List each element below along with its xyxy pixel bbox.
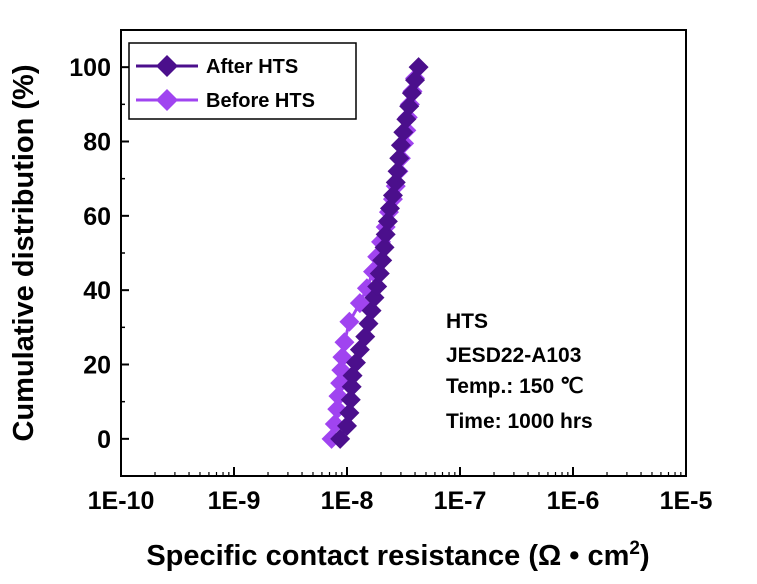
data-point: [390, 135, 411, 156]
legend-label: Before HTS: [206, 90, 315, 112]
y-tick-label: 0: [97, 426, 111, 454]
x-tick-label: 1E-8: [321, 487, 374, 515]
series-after-hts: [330, 57, 429, 449]
x-axis-title-main: Specific contact resistance (Ω • cm: [146, 540, 629, 572]
y-tick-label: 40: [83, 277, 111, 305]
x-tick-label: 1E-10: [88, 487, 155, 515]
legend-marker: [156, 55, 178, 77]
data-point: [389, 148, 410, 169]
data-point: [337, 415, 357, 436]
annotation-line-2: JESD22-A103: [446, 344, 581, 367]
y-tick-label: 100: [69, 54, 111, 82]
legend-label: After HTS: [206, 56, 298, 78]
annotation-line-1: HTS: [446, 310, 488, 333]
data-point: [377, 211, 398, 232]
data-point: [387, 161, 408, 182]
data-point: [324, 413, 345, 434]
data-point: [374, 237, 395, 258]
data-point: [341, 376, 362, 397]
annotation-line-4: Time: 1000 hrs: [446, 410, 593, 433]
legend-item: Before HTS: [136, 89, 315, 112]
data-point: [340, 389, 361, 410]
legend: After HTS Before HTS: [128, 42, 357, 120]
series-layer: [321, 57, 429, 449]
legend-items: After HTS Before HTS: [136, 55, 315, 112]
data-point: [379, 198, 400, 219]
x-axis-ticks: 1E-10 1E-9 1E-8 1E-7 1E-6 1E-5: [88, 467, 713, 515]
y-axis-title: Cumulative distribution (%): [8, 65, 40, 442]
data-point: [339, 402, 360, 423]
x-axis-title-superscript: 2: [629, 538, 640, 559]
data-point: [367, 276, 388, 297]
data-point: [382, 185, 403, 206]
legend-item: After HTS: [136, 55, 298, 78]
legend-marker: [156, 89, 178, 111]
x-axis-title-end: ): [640, 540, 650, 572]
x-tick-label: 1E-6: [547, 487, 600, 515]
x-tick-label: 1E-5: [660, 487, 713, 515]
data-point: [361, 300, 382, 321]
data-point: [369, 263, 390, 284]
data-point: [372, 250, 393, 271]
y-tick-label: 60: [83, 203, 111, 231]
x-tick-label: 1E-7: [434, 487, 487, 515]
data-point: [375, 224, 396, 245]
data-point: [334, 332, 355, 353]
y-tick-label: 20: [83, 352, 111, 380]
y-axis-ticks: 0 20 40 60 80 100: [69, 29, 129, 454]
data-point: [396, 109, 417, 130]
y-tick-label: 80: [83, 129, 111, 157]
x-axis-title: Specific contact resistance (Ω • cm2): [146, 538, 649, 572]
data-point: [399, 96, 420, 117]
annotation-line-3: Temp.: 150 ℃: [446, 375, 584, 398]
data-point: [408, 57, 429, 78]
data-point: [339, 311, 360, 332]
x-tick-label: 1E-9: [208, 487, 261, 515]
